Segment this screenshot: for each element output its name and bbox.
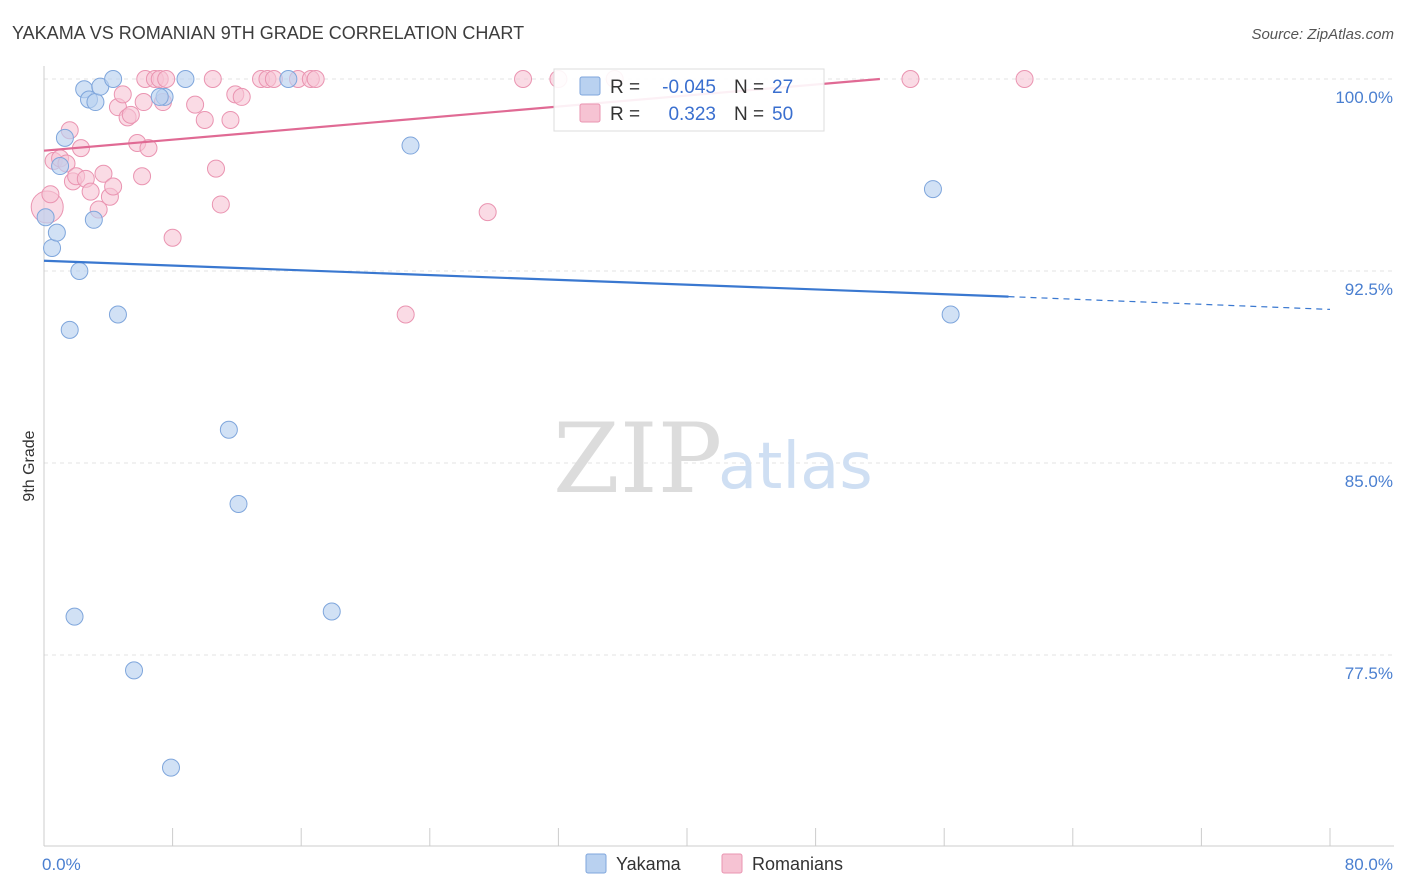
yakama-point-1 (43, 238, 62, 257)
romanians-point-10 (81, 182, 100, 201)
stats-legend: R = -0.045 N = 27 R = 0.323 N = 50 (553, 68, 825, 132)
yakama-point-17 (161, 758, 180, 777)
x-tick-labels: 0.0% 80.0% (42, 855, 1393, 874)
yakama-point-6 (65, 607, 84, 626)
grid-lines (44, 78, 1394, 656)
yakama-point-24 (923, 180, 942, 199)
legend-r-label-romanians: R = (610, 104, 640, 125)
yakama-point-5 (60, 320, 79, 339)
yakama-point-0 (36, 208, 55, 227)
romanians-point-29 (186, 95, 205, 114)
yakama-point-20 (229, 494, 248, 513)
romanians-point-43 (396, 305, 415, 324)
legend-n-value-yakama: 27 (772, 77, 793, 98)
romanians-point-23 (139, 139, 158, 158)
axes (43, 66, 1394, 847)
romanians-point-33 (211, 195, 230, 214)
yakama-point-14 (108, 305, 127, 324)
bottom-legend-swatch-romanians (721, 853, 743, 874)
yakama-point-4 (55, 128, 74, 147)
yakama-trend-line (43, 259, 1009, 298)
yakama-trend-extension (1008, 296, 1331, 310)
yakama-point-23 (401, 136, 420, 155)
yakama-point-3 (51, 157, 70, 176)
chart-title: YAKAMA VS ROMANIAN 9TH GRADE CORRELATION… (12, 23, 524, 43)
legend-n-value-romanians: 50 (772, 104, 793, 125)
y-tick-label-0: 100.0% (1335, 88, 1393, 107)
y-tick-label-1: 92.5% (1345, 280, 1393, 299)
legend-r-value-yakama: -0.045 (662, 77, 716, 98)
yakama-point-22 (322, 602, 341, 621)
watermark-atlas: atlas (718, 430, 873, 504)
romanians-point-48 (901, 70, 920, 88)
watermark-zip: ZIP (553, 403, 722, 515)
romanians-point-34 (221, 110, 240, 129)
yakama-point-26 (150, 87, 169, 106)
yakama-point-11 (86, 93, 105, 112)
legend-r-label-yakama: R = (610, 77, 640, 98)
romanians-point-1 (41, 185, 60, 204)
yakama-point-10 (84, 210, 103, 229)
yakama-point-19 (219, 420, 238, 439)
yakama-point-7 (70, 262, 89, 280)
romanians-point-49 (1015, 70, 1034, 88)
y-tick-label-2: 85.0% (1345, 472, 1393, 491)
romanians-point-45 (514, 70, 533, 88)
yakama-point-2 (47, 223, 66, 242)
y-tick-labels: 100.0% 92.5% 85.0% 77.5% (1335, 88, 1393, 683)
series-yakama-points (36, 70, 960, 777)
romanians-point-18 (121, 105, 140, 124)
romanians-point-14 (104, 177, 123, 196)
romanians-point-28 (163, 228, 182, 247)
y-axis-label: 9th Grade (21, 430, 38, 501)
y-tick-label-3: 77.5% (1345, 664, 1393, 683)
romanians-point-20 (133, 167, 152, 186)
romanians-point-31 (203, 70, 222, 88)
yakama-point-15 (125, 661, 144, 680)
legend-swatch-romanians (579, 103, 601, 123)
romanians-point-27 (157, 70, 176, 88)
bottom-legend: Yakama Romanians (585, 853, 843, 874)
yakama-point-18 (176, 70, 195, 88)
legend-swatch-yakama (579, 76, 601, 96)
series-romanians-points (30, 70, 1034, 324)
yakama-point-13 (104, 70, 123, 88)
romanians-point-21 (134, 93, 153, 112)
romanians-point-12 (94, 164, 113, 183)
watermark: ZIP atlas (553, 403, 873, 515)
x-tick-label-0: 0.0% (42, 855, 81, 874)
romanians-point-42 (306, 70, 325, 88)
romanians-point-44 (478, 203, 497, 222)
chart-source: Source: ZipAtlas.com (1251, 26, 1394, 43)
legend-n-label-romanians: N = (734, 104, 764, 125)
x-tick-label-1: 80.0% (1345, 855, 1393, 874)
legend-n-label-yakama: N = (734, 77, 764, 98)
bottom-legend-label-romanians: Romanians (752, 854, 843, 874)
bottom-legend-swatch-yakama (585, 853, 607, 874)
bottom-legend-label-yakama: Yakama (616, 854, 682, 874)
yakama-point-21 (279, 70, 298, 88)
romanians-point-36 (232, 87, 251, 106)
romanians-point-16 (113, 85, 132, 104)
yakama-point-25 (941, 305, 960, 324)
legend-r-value-romanians: 0.323 (668, 104, 716, 125)
romanians-point-30 (195, 110, 214, 129)
romanians-point-32 (207, 159, 226, 178)
